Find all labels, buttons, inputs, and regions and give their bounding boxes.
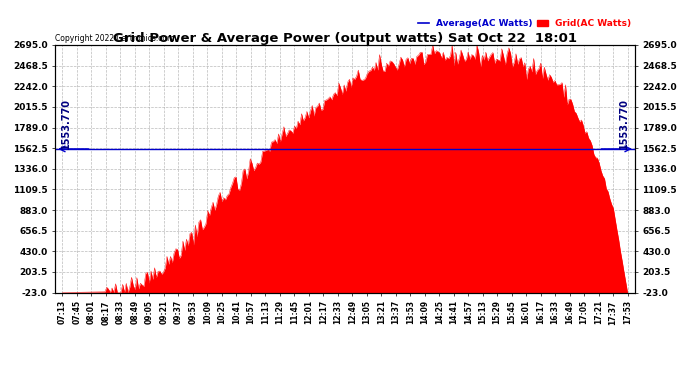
Text: 1553.770: 1553.770 xyxy=(61,98,71,149)
Legend: Average(AC Watts), Grid(AC Watts): Average(AC Watts), Grid(AC Watts) xyxy=(414,15,635,32)
Title: Grid Power & Average Power (output watts) Sat Oct 22  18:01: Grid Power & Average Power (output watts… xyxy=(113,32,577,45)
Text: 1553.770: 1553.770 xyxy=(619,98,629,149)
Text: Copyright 2022 Cartronics.com: Copyright 2022 Cartronics.com xyxy=(55,33,175,42)
